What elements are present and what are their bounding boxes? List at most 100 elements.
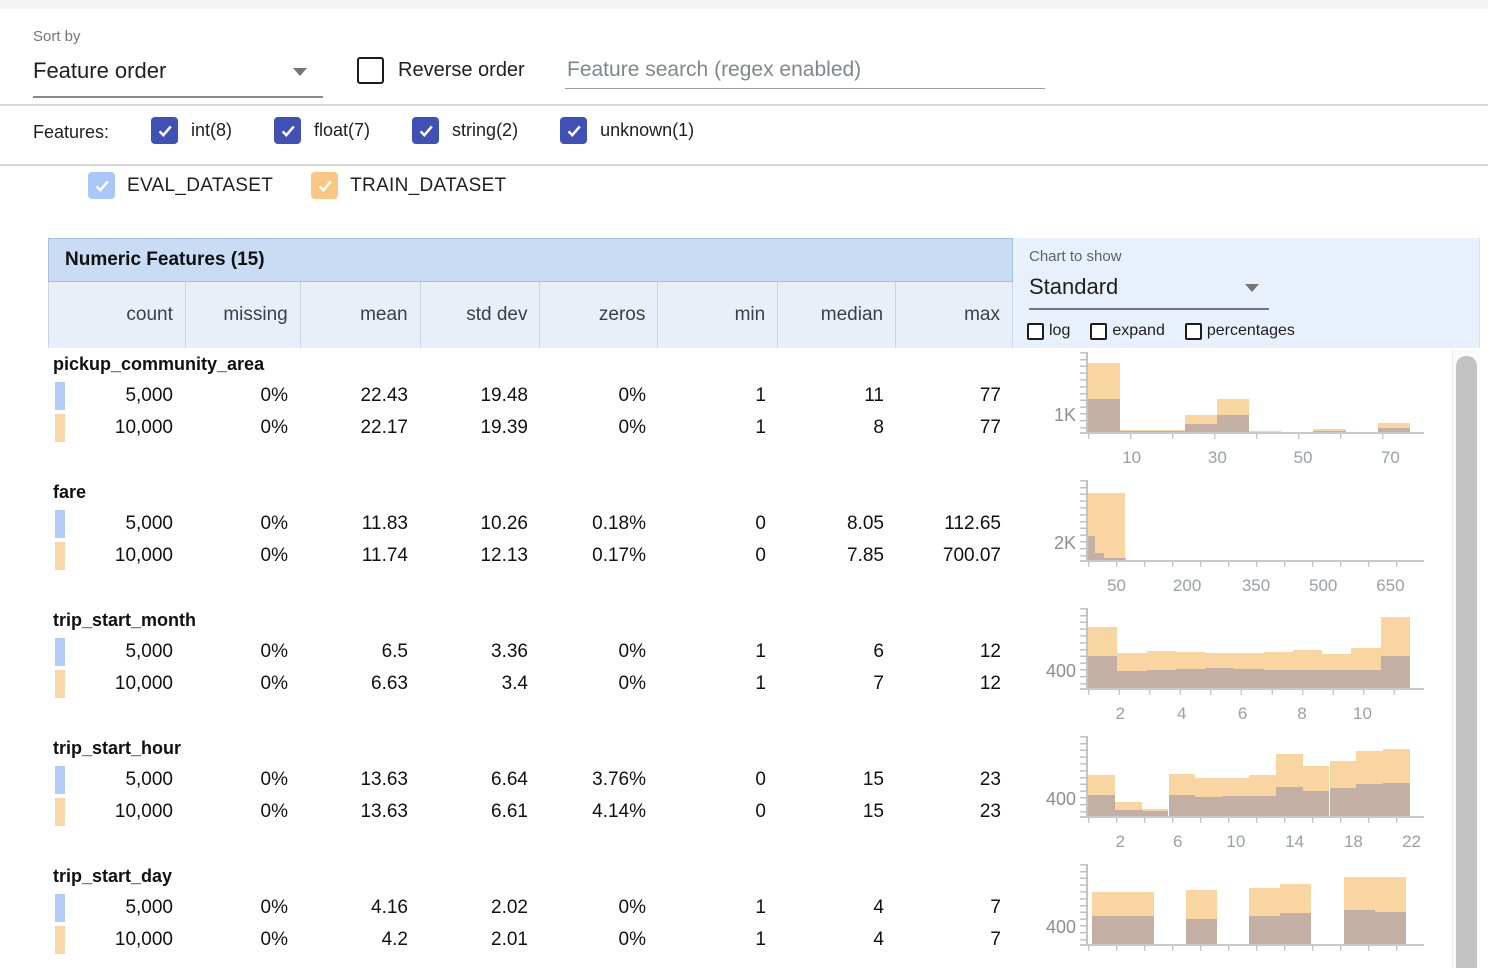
stat-value: 0% (540, 636, 658, 668)
dataset-color-swatch (55, 542, 65, 570)
feature-histogram: 400 246810 (1088, 611, 1410, 688)
stat-value: 5,000 (48, 636, 185, 668)
vertical-scrollbar-thumb[interactable] (1456, 356, 1477, 968)
stat-value: 4.16 (300, 892, 420, 924)
dataset-color-swatch (55, 638, 65, 666)
stat-value: 10,000 (48, 668, 185, 700)
x-tick-label: 10 (1353, 704, 1372, 724)
stats-row-train_dataset: 10,0000%22.1719.390%1877 (48, 412, 1013, 444)
stat-value: 1 (658, 668, 778, 700)
y-axis-label: 400 (1046, 789, 1076, 810)
x-tick-label: 4 (1177, 704, 1186, 724)
x-tick-label: 22 (1402, 832, 1421, 852)
stats-row-train_dataset: 10,0000%11.7412.130.17%07.85700.07 (48, 540, 1013, 572)
stat-value: 0% (185, 636, 300, 668)
stat-value: 0% (185, 668, 300, 700)
eval-histogram-bar (1095, 553, 1104, 560)
eval-histogram-bar (1249, 796, 1276, 816)
eval-histogram-bar (1234, 669, 1263, 688)
x-tick-label: 6 (1173, 832, 1182, 852)
eval-bars-layer (1088, 355, 1410, 432)
stat-value: 5,000 (48, 508, 185, 540)
y-axis-label: 1K (1054, 405, 1076, 426)
x-tick-label: 650 (1376, 576, 1404, 596)
stat-value: 4 (778, 892, 896, 924)
stat-value: 1 (658, 924, 778, 956)
dataset-color-swatch (55, 670, 65, 698)
x-axis-ticks (1088, 945, 1424, 951)
eval-histogram-bar (1185, 424, 1217, 432)
eval-histogram-bar (1276, 787, 1303, 816)
stats-row-train_dataset: 10,0000%13.636.614.14%01523 (48, 796, 1013, 828)
eval-histogram-bar (1147, 670, 1176, 688)
stat-value: 0% (540, 892, 658, 924)
stat-value: 7 (896, 924, 1013, 956)
feature-row: pickup_community_area 5,0000%22.4319.480… (48, 352, 1452, 480)
stat-value: 19.39 (420, 412, 540, 444)
eval-histogram-bar (1264, 670, 1293, 688)
x-tick-label: 50 (1294, 448, 1313, 468)
feature-rows-scroll-area: pickup_community_area 5,0000%22.4319.480… (48, 0, 1452, 968)
eval-histogram-bar (1088, 795, 1115, 816)
stat-value: 6.61 (420, 796, 540, 828)
stat-value: 10,000 (48, 796, 185, 828)
dataset-color-swatch (55, 926, 65, 954)
stat-value: 5,000 (48, 892, 185, 924)
stat-value: 3.36 (420, 636, 540, 668)
eval-histogram-bar (1117, 671, 1146, 688)
eval-bars-layer (1088, 611, 1410, 688)
dataset-color-swatch (55, 382, 65, 410)
x-tick-label: 10 (1226, 832, 1245, 852)
stat-value: 6.64 (420, 764, 540, 796)
stat-value: 0% (185, 924, 300, 956)
eval-histogram-bar (1322, 670, 1351, 688)
dataset-color-swatch (55, 766, 65, 794)
eval-histogram-bar (1351, 670, 1380, 688)
x-tick-label: 200 (1173, 576, 1201, 596)
x-tick-label: 350 (1242, 576, 1270, 596)
stat-value: 2.02 (420, 892, 540, 924)
stat-value: 23 (896, 764, 1013, 796)
eval-histogram-bar (1344, 910, 1375, 944)
feature-histogram: 400 2610141822 (1088, 739, 1410, 816)
x-axis-labels (1088, 960, 1424, 968)
x-axis-labels: 10305070 (1088, 448, 1424, 470)
stat-value: 0% (540, 380, 658, 412)
feature-row: trip_start_day 5,0000%4.162.020%14710,00… (48, 864, 1452, 968)
stat-value: 10,000 (48, 924, 185, 956)
x-axis-labels: 2610141822 (1088, 832, 1424, 854)
stat-value: 13.63 (300, 796, 420, 828)
stat-value: 7 (778, 668, 896, 700)
stat-value: 11.74 (300, 540, 420, 572)
stat-value: 0 (658, 508, 778, 540)
x-axis-ticks (1088, 433, 1424, 439)
stat-value: 22.43 (300, 380, 420, 412)
stat-value: 0% (185, 508, 300, 540)
x-tick-label: 18 (1344, 832, 1363, 852)
stat-value: 3.76% (540, 764, 658, 796)
stat-value: 22.17 (300, 412, 420, 444)
x-axis-labels: 50200350500650 (1088, 576, 1424, 598)
feature-name: trip_start_hour (53, 738, 181, 759)
stat-value: 12.13 (420, 540, 540, 572)
stat-value: 4.14% (540, 796, 658, 828)
feature-row: trip_start_month 5,0000%6.53.360%161210,… (48, 608, 1452, 736)
x-tick-label: 2 (1116, 832, 1125, 852)
eval-histogram-bar (1176, 669, 1205, 688)
stat-value: 7 (896, 892, 1013, 924)
x-tick-label: 500 (1309, 576, 1337, 596)
stats-row-eval_dataset: 5,0000%11.8310.260.18%08.05112.65 (48, 508, 1013, 540)
feature-name: pickup_community_area (53, 354, 264, 375)
eval-histogram-bar (1123, 916, 1154, 944)
eval-histogram-bar (1383, 783, 1410, 816)
eval-bars-layer (1088, 739, 1410, 816)
stat-value: 10.26 (420, 508, 540, 540)
stat-value: 0 (658, 764, 778, 796)
stat-value: 4 (778, 924, 896, 956)
stat-value: 8.05 (778, 508, 896, 540)
eval-histogram-bar (1280, 913, 1311, 944)
stats-row-eval_dataset: 5,0000%13.636.643.76%01523 (48, 764, 1013, 796)
eval-histogram-bar (1381, 656, 1410, 688)
stat-value: 0% (185, 892, 300, 924)
x-tick-label: 70 (1381, 448, 1400, 468)
